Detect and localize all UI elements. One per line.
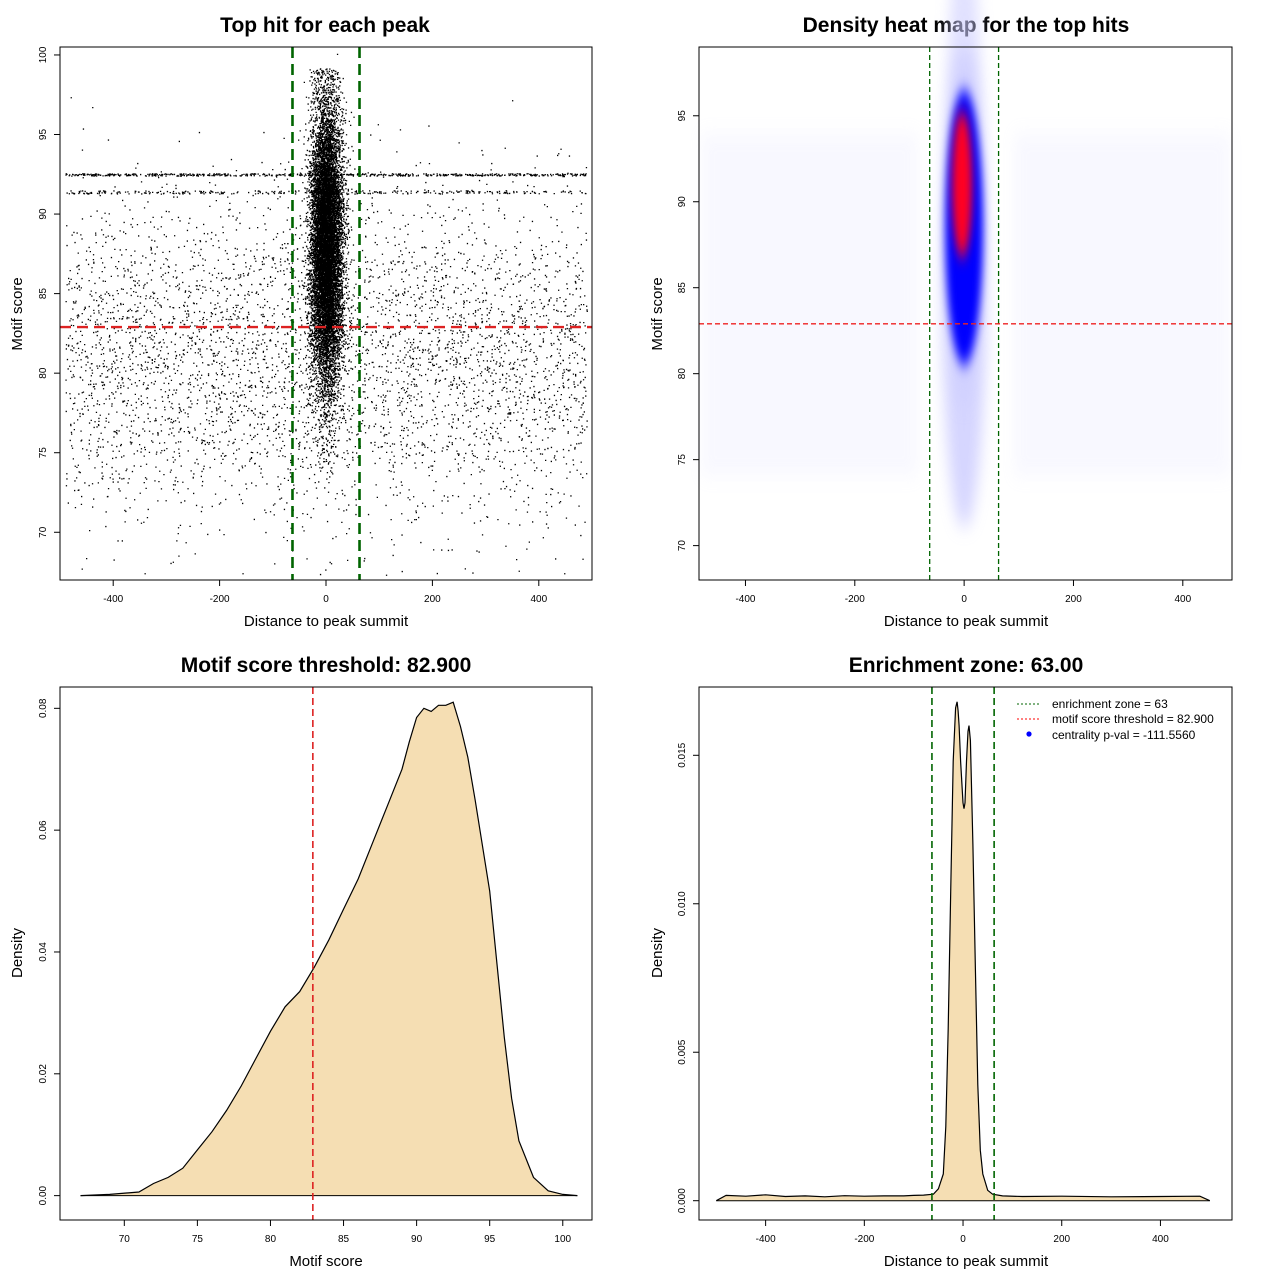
scatter-points [65,53,588,576]
y-tick-label: 0.08 [38,698,49,718]
y-axis-label: Density [649,927,666,978]
y-tick-label: 70 [677,540,688,552]
x-tick-label: 0 [961,594,967,605]
plot-frame [59,686,593,1221]
y-tick-label: 0.06 [38,820,49,840]
y-tick-label: 0.02 [38,1064,49,1084]
x-tick-label: 75 [192,1234,204,1245]
axes: -400 -200 0 200 400 70 75 80 85 90 95 100 [38,46,548,605]
y-tick-label: 0.00 [38,1185,49,1205]
x-axis-label: Motif score [289,1253,362,1270]
x-tick-label: 90 [411,1234,423,1245]
legend-label: motif score threshold = 82.900 [1052,712,1214,726]
x-tick-label: -400 [756,1234,776,1245]
heatmap-red-peak [952,111,973,258]
y-axis-label: Motif score [9,277,26,350]
legend: enrichment zone = 63 motif score thresho… [1017,697,1214,742]
x-tick-label: -400 [735,594,755,605]
y-tick-label: 80 [38,367,49,379]
x-tick-label: 100 [554,1234,571,1245]
panel-title: Motif score threshold: 82.900 [181,654,472,677]
panel-enrichment-zone-density: Enrichment zone: 63.00 -400 -200 0 200 400 0.… [649,654,1233,1270]
density-curve [716,701,1211,1202]
x-tick-label: -200 [845,594,865,605]
y-tick-label: 90 [677,196,688,208]
panel-top-hit-scatter: Top hit for each peak -400 -200 0 200 400 70 7… [9,14,593,630]
x-tick-label: -200 [210,594,230,605]
axes: 70 75 80 85 90 95 100 0.00 0.02 0.04 0.06 0.08 [38,698,572,1245]
panel-motif-score-density: Motif score threshold: 82.900 70 75 80 85 90… [9,654,593,1270]
legend-label: enrichment zone = 63 [1052,697,1168,711]
x-tick-label: 200 [1053,1234,1070,1245]
x-tick-label: 80 [265,1234,277,1245]
x-axis-label: Distance to peak summit [884,1253,1049,1270]
legend-label: centrality p-val = -111.5560 [1052,728,1196,742]
panel-title: Enrichment zone: 63.00 [849,654,1084,677]
y-tick-label: 0.005 [677,1039,688,1064]
y-tick-label: 100 [38,46,49,63]
x-axis-label: Distance to peak summit [884,613,1049,630]
x-tick-label: 70 [119,1234,131,1245]
x-tick-label: 95 [484,1234,496,1245]
y-axis-label: Motif score [649,277,666,350]
x-tick-label: 200 [1065,594,1082,605]
y-tick-label: 95 [38,129,49,141]
panel-title: Top hit for each peak [220,14,430,37]
plot-frame [698,686,1233,1221]
axes: -400 -200 0 200 400 70 75 80 85 90 95 [677,110,1192,605]
plot-area [716,687,1211,1220]
x-tick-label: 400 [530,594,547,605]
y-tick-label: 90 [38,208,49,220]
x-tick-label: 85 [338,1234,350,1245]
y-tick-label: 80 [677,368,688,380]
x-axis-label: Distance to peak summit [244,613,409,630]
plot-area [699,0,1232,580]
x-tick-label: -400 [103,594,123,605]
x-tick-label: -200 [854,1234,874,1245]
y-tick-label: 75 [677,454,688,466]
y-tick-label: 70 [38,526,49,538]
panel-density-heatmap: Density heat map for the top hits -400-2… [649,0,1233,630]
y-tick-label: 0.015 [677,742,688,767]
y-tick-label: 85 [677,282,688,294]
heatmap-background-density [703,132,1229,477]
x-tick-label: 200 [424,594,441,605]
x-tick-label: 0 [960,1234,966,1245]
y-tick-label: 0.010 [677,891,688,916]
y-tick-label: 0.04 [38,942,49,962]
y-tick-label: 95 [677,110,688,122]
x-tick-label: 400 [1174,594,1191,605]
density-area [716,701,1210,1201]
y-tick-label: 85 [38,288,49,300]
density-curve [80,701,578,1197]
y-axis-label: Density [9,927,26,978]
y-tick-label: 75 [38,447,49,459]
x-tick-label: 400 [1152,1234,1169,1245]
axes: -400 -200 0 200 400 0.000 0.005 0.010 0.015 [677,742,1169,1245]
legend-key-centrality-dot [1026,731,1032,737]
y-tick-label: 0.000 [677,1188,688,1213]
x-tick-label: 0 [323,594,329,605]
plot-frame [698,46,1233,581]
plot-area [80,687,578,1220]
density-area [80,702,578,1196]
plot-area [60,47,592,580]
